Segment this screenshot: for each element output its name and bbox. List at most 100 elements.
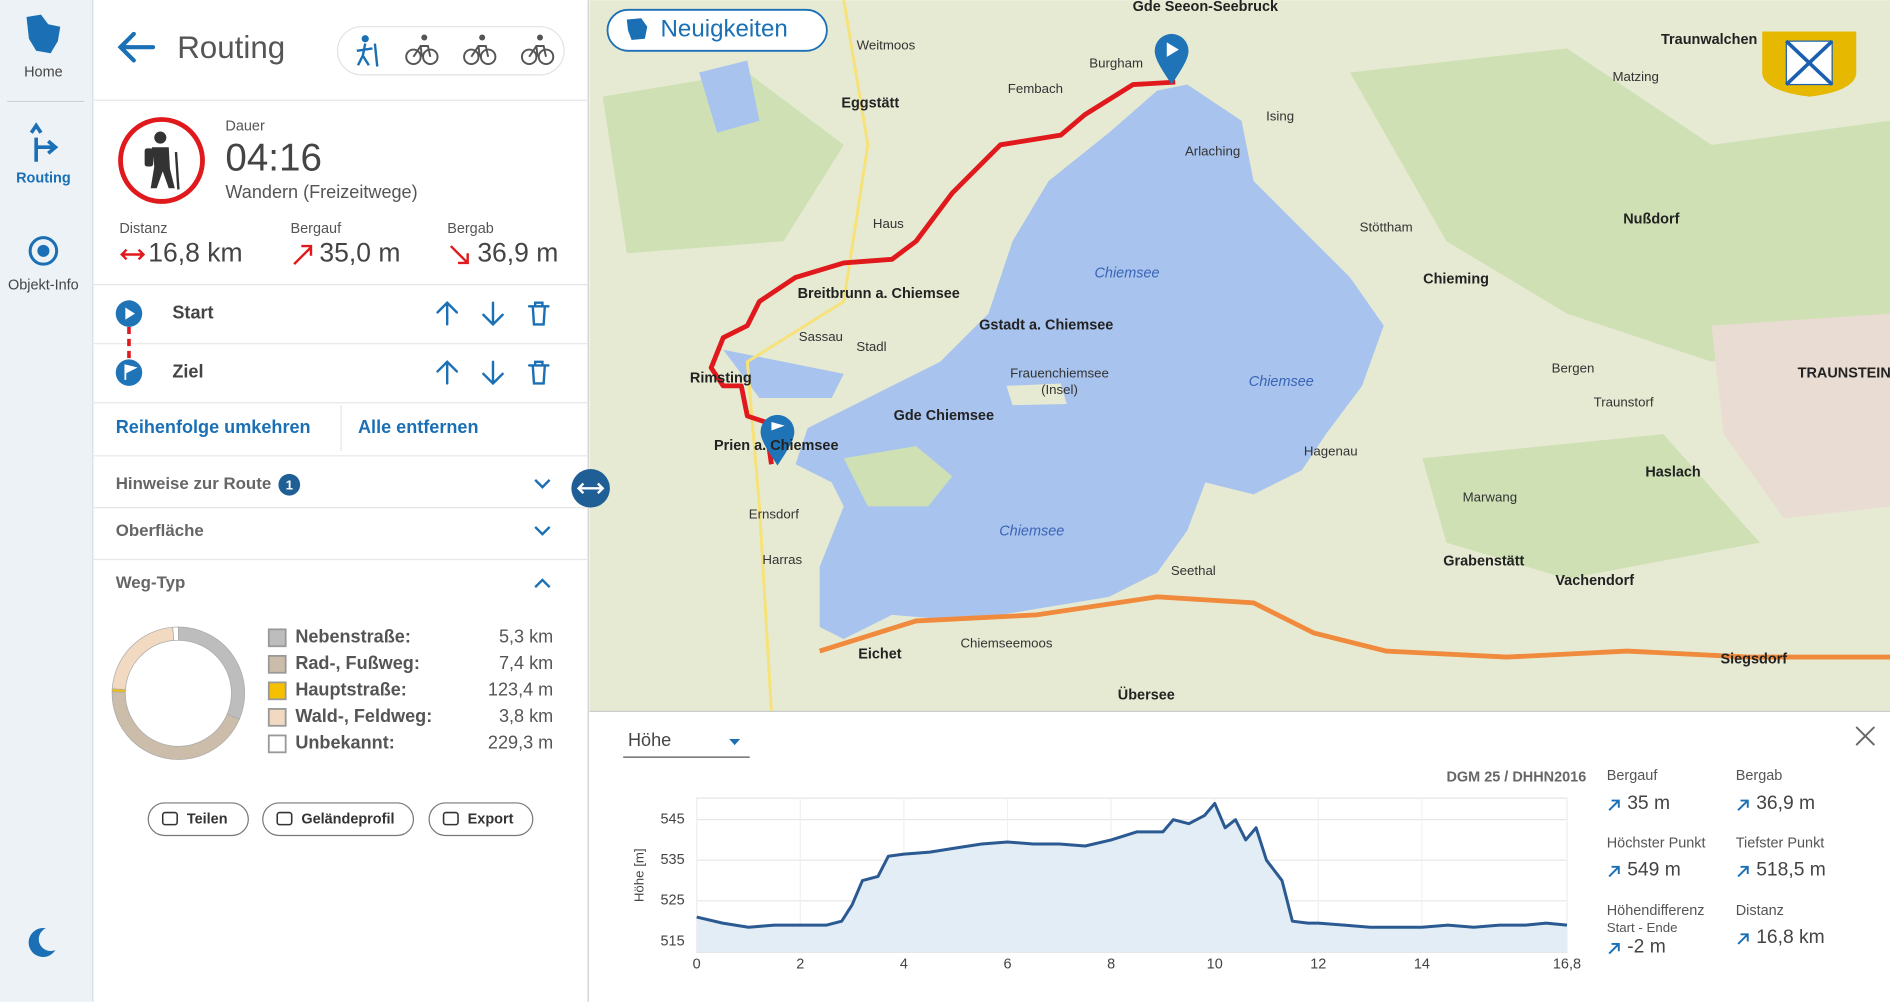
map-label: Ernsdorf	[749, 506, 799, 521]
map-label: Prien a. Chiemsee	[714, 438, 839, 454]
map-label: Traunwalchen	[1661, 32, 1757, 48]
map-label: Matzing	[1612, 69, 1658, 84]
mode-bike[interactable]	[421, 34, 428, 41]
profile-stats: Bergauf 35 m Bergab 36,9 m Höchster Punkt 549…	[1607, 768, 1826, 957]
map-label: Traunstorf	[1594, 394, 1654, 409]
waypoint[interactable]: Start	[172, 302, 213, 322]
stat-label: Höhendifferenz	[1607, 903, 1705, 919]
button-icon[interactable]	[276, 811, 293, 826]
news-icon[interactable]	[626, 18, 648, 40]
news-label[interactable]: Neuigkeiten	[661, 16, 788, 43]
y-axis-title: Höhe [m]	[632, 848, 647, 902]
stat-label: Tiefster Punkt	[1736, 836, 1825, 852]
button[interactable]	[147, 802, 249, 837]
action-link[interactable]: Alle entfernen	[358, 417, 479, 437]
nav-label[interactable]: Routing	[16, 170, 71, 186]
legend-label: Rad-, Fußweg:	[295, 653, 420, 673]
forest	[602, 48, 1890, 579]
mode-bike[interactable]	[412, 45, 432, 58]
nav-label[interactable]: Objekt-Info	[8, 278, 79, 294]
map-label: Eggstätt	[841, 96, 899, 112]
map-label: Burgham	[1089, 56, 1143, 71]
nav-label[interactable]: Home	[24, 64, 63, 80]
mode-bike[interactable]	[537, 48, 555, 66]
button-label[interactable]: Geländeprofil	[301, 812, 394, 828]
info-icon[interactable]	[37, 244, 50, 257]
mode-bike[interactable]	[463, 48, 480, 66]
mode-bike[interactable]	[536, 34, 544, 41]
donut-segment	[172, 626, 179, 641]
stat-label: Bergauf	[1607, 768, 1659, 784]
move-down[interactable]	[482, 360, 504, 386]
move-up[interactable]	[436, 360, 459, 385]
close-button[interactable]	[1855, 726, 1876, 746]
section-header[interactable]: Weg-Typ	[116, 573, 186, 592]
info-icon[interactable]	[28, 236, 59, 266]
mode-bike[interactable]	[479, 48, 497, 66]
button-icon[interactable]	[442, 811, 459, 826]
stat-value: -2 m	[1627, 937, 1666, 958]
map-label: Eichet	[858, 646, 902, 662]
section-header[interactable]: Hinweise zur Route	[116, 474, 272, 493]
action-link[interactable]: Reihenfolge umkehren	[116, 417, 311, 437]
area	[696, 803, 1567, 953]
section-header[interactable]: Oberfläche	[116, 521, 204, 540]
goal-marker	[115, 359, 143, 386]
duration-label: Dauer	[225, 119, 265, 135]
button-icon[interactable]	[161, 811, 178, 826]
button-label[interactable]: Export	[468, 812, 514, 828]
chevrons[interactable]	[534, 479, 551, 589]
button-row: Teilen Geländeprofil Export	[147, 802, 534, 837]
elevation-chart: 515 525 535 545 0 2 4 6 8 10 12 14 16,8 Höhe [m]	[632, 797, 1581, 972]
lake	[795, 84, 1384, 640]
mode-bike[interactable]	[528, 45, 547, 58]
stat-icon	[1608, 865, 1620, 878]
stat-value: 35 m	[1627, 793, 1670, 814]
home-icon[interactable]	[26, 14, 61, 54]
x-tick-label: 4	[900, 956, 908, 972]
map-label: Chiemseemoos	[960, 635, 1052, 650]
news-button[interactable]	[606, 8, 828, 52]
resize-handle[interactable]	[576, 482, 605, 495]
mode-name: Wandern (Freizeitwege)	[225, 182, 417, 202]
dropdown-caret[interactable]	[729, 739, 741, 746]
map-label: Breitbrunn a. Chiemsee	[798, 286, 960, 302]
legend-label: Unbekannt:	[295, 733, 394, 753]
data-label: 123,4 m	[488, 680, 553, 700]
delete[interactable]	[527, 360, 550, 385]
mode-walk[interactable]	[356, 43, 379, 67]
night-mode-icon[interactable]	[28, 928, 56, 957]
dropdown[interactable]: Höhe	[628, 730, 671, 750]
button-label[interactable]: Teilen	[187, 812, 228, 828]
lake	[699, 60, 844, 398]
mode-bike[interactable]	[520, 48, 538, 66]
waypoint[interactable]: Ziel	[172, 361, 203, 381]
data-label: 7,4 km	[499, 653, 553, 673]
map-label: Ising	[1266, 109, 1294, 124]
mode-bike[interactable]	[479, 34, 486, 41]
urban-area	[1711, 313, 1890, 519]
mode-bike[interactable]	[422, 48, 439, 66]
mode-bike[interactable]	[470, 45, 490, 58]
data-label: 229,3 m	[488, 733, 553, 753]
legend-swatch	[267, 734, 287, 754]
legend-swatch	[267, 654, 287, 674]
move-up[interactable]	[436, 301, 459, 326]
goal-pin	[760, 414, 795, 466]
button[interactable]	[262, 802, 415, 837]
map-label: Fembach	[1008, 81, 1063, 96]
map-label: Gde Chiemsee	[894, 408, 994, 424]
back-button[interactable]	[117, 31, 156, 63]
delete[interactable]	[527, 301, 550, 326]
map-label: Übersee	[1118, 686, 1175, 703]
map-label: Hagenau	[1304, 444, 1358, 459]
button[interactable]	[428, 802, 534, 837]
hint-count: 1	[286, 477, 293, 492]
map-label: Marwang	[1463, 489, 1518, 504]
mode-walk[interactable]	[361, 35, 369, 43]
routing-icon[interactable]	[29, 122, 59, 162]
move-down[interactable]	[482, 301, 504, 327]
waypoint-actions[interactable]	[436, 301, 550, 386]
mode-bike[interactable]	[405, 48, 422, 66]
